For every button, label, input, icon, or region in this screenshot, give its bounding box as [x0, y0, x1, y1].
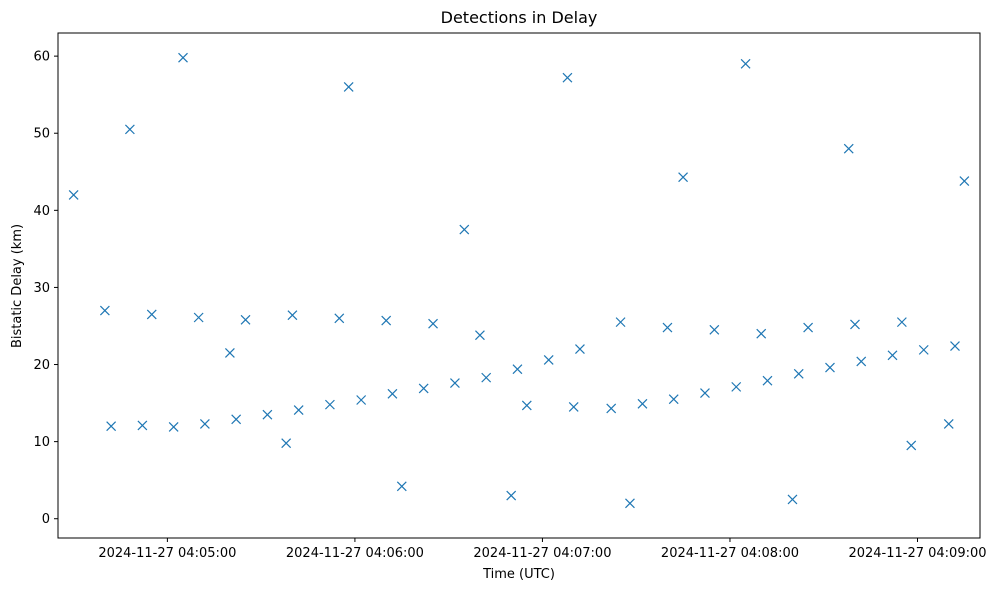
data-point-x-marker	[231, 414, 242, 425]
data-point-x-marker	[568, 402, 579, 412]
data-point-x-marker	[606, 403, 617, 414]
x-tick-label: 2024-11-27 04:07:00	[473, 546, 611, 561]
data-point-x-marker	[387, 388, 398, 399]
data-point-x-marker	[906, 440, 917, 451]
data-point-x-marker	[943, 418, 954, 429]
data-point-x-marker	[740, 58, 751, 69]
x-tick-label: 2024-11-27 04:05:00	[98, 546, 236, 561]
data-point-x-marker	[803, 322, 814, 333]
data-point-x-marker	[856, 356, 867, 367]
chart-title: Detections in Delay	[441, 8, 598, 27]
data-point-x-marker	[334, 313, 345, 324]
data-point-x-marker	[293, 405, 304, 415]
data-point-x-marker	[793, 368, 804, 379]
x-tick-label: 2024-11-27 04:06:00	[286, 546, 424, 561]
data-point-x-marker	[481, 372, 492, 383]
data-point-x-marker	[850, 319, 860, 330]
data-point-x-marker	[224, 348, 235, 358]
data-point-x-marker	[731, 381, 742, 392]
data-point-x-marker	[199, 418, 210, 429]
data-point-x-marker	[381, 315, 392, 326]
y-axis: 0 10 20 30 40 50 60	[33, 50, 58, 527]
data-point-x-marker	[240, 314, 251, 325]
data-point-x-marker	[950, 341, 960, 351]
y-tick-label: 10	[33, 435, 50, 450]
data-point-x-marker	[146, 309, 157, 320]
y-tick-label: 50	[33, 127, 50, 142]
data-point-x-marker	[887, 350, 898, 361]
data-point-x-marker	[575, 344, 585, 355]
data-point-x-marker	[137, 420, 148, 431]
data-point-x-marker	[843, 143, 854, 154]
data-point-x-marker	[678, 172, 689, 183]
y-tick-label: 60	[33, 50, 50, 65]
data-point-x-marker	[543, 354, 554, 365]
plot-area	[68, 52, 970, 509]
data-point-x-marker	[178, 52, 188, 63]
data-point-x-marker	[625, 498, 635, 509]
data-point-x-marker	[262, 409, 273, 420]
data-point-x-marker	[99, 305, 110, 316]
y-tick-label: 20	[33, 358, 50, 373]
data-point-x-marker	[756, 328, 767, 339]
data-point-x-marker	[787, 494, 798, 505]
y-tick-label: 0	[42, 512, 50, 527]
y-tick-label: 40	[33, 204, 50, 219]
y-tick-label: 30	[33, 281, 50, 296]
data-point-x-marker	[124, 124, 135, 135]
data-point-x-marker	[106, 421, 117, 432]
x-tick-label: 2024-11-27 04:09:00	[848, 546, 986, 561]
y-axis-label: Bistatic Delay (km)	[10, 224, 25, 348]
data-point-x-marker	[668, 394, 679, 405]
data-point-x-marker	[709, 324, 720, 335]
x-tick-label: 2024-11-27 04:08:00	[661, 546, 799, 561]
data-point-x-marker	[193, 312, 204, 323]
x-axis-label: Time (UTC)	[482, 567, 555, 582]
data-point-x-marker	[428, 318, 438, 329]
data-point-x-marker	[418, 383, 429, 394]
data-point-x-marker	[959, 176, 970, 186]
data-point-x-marker	[662, 322, 673, 333]
data-point-x-marker	[324, 399, 335, 410]
data-point-x-marker	[287, 310, 298, 321]
data-point-x-marker	[918, 344, 929, 355]
data-point-x-marker	[825, 362, 835, 373]
data-point-x-marker	[512, 364, 523, 375]
data-point-x-marker	[281, 438, 292, 449]
data-point-x-marker	[896, 317, 907, 328]
data-point-x-marker	[396, 481, 407, 492]
data-point-x-marker	[562, 72, 573, 83]
data-point-x-marker	[475, 330, 485, 341]
data-point-x-marker	[68, 189, 79, 200]
data-point-x-marker	[700, 388, 710, 398]
data-point-x-marker	[343, 82, 354, 92]
data-point-x-marker	[450, 378, 460, 388]
data-point-x-marker	[506, 490, 517, 501]
data-point-x-marker	[637, 398, 648, 409]
data-point-x-marker	[615, 317, 626, 328]
plot-frame	[57, 32, 981, 539]
data-point-x-marker	[762, 375, 773, 386]
data-point-x-marker	[521, 400, 532, 411]
data-point-x-marker	[168, 422, 179, 432]
data-point-x-marker	[459, 224, 470, 235]
x-axis: 2024-11-27 04:05:00 2024-11-27 04:06:00 20…	[98, 538, 987, 561]
data-point-x-marker	[356, 395, 367, 405]
